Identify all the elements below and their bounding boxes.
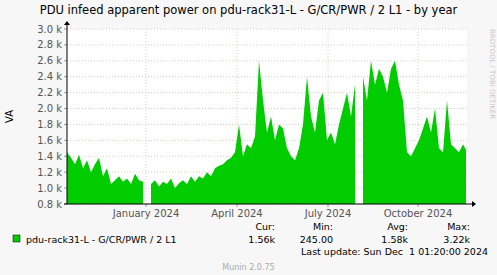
legend-stat-value: 1.56k — [248, 234, 275, 245]
plot-area — [67, 29, 467, 204]
y-tick-label: 2.4 k — [37, 71, 62, 82]
grid-line — [67, 60, 467, 61]
grid-line — [67, 108, 467, 109]
legend-stat-value: 1.58k — [381, 234, 408, 245]
y-tick-label: 1.2 k — [37, 167, 62, 178]
x-tick-label: July 2024 — [304, 208, 352, 219]
y-tick-label: 2.0 k — [37, 103, 62, 114]
axis-arrow — [64, 21, 70, 25]
grid-line — [67, 76, 467, 77]
grid-line — [67, 124, 467, 125]
title: PDU infeed apparent power on pdu-rack31-… — [40, 3, 458, 17]
legend-stat-header: Min: — [313, 221, 333, 232]
grid-line — [67, 29, 467, 30]
legend-swatch — [13, 235, 20, 242]
last-update: Last update: Sun Dec 1 01:20:00 2024 — [301, 246, 488, 257]
y-tick-label: 1.6 k — [37, 135, 62, 146]
footer: Munin 2.0.75 — [222, 263, 274, 272]
legend-stat-header: Max: — [447, 221, 470, 232]
y-tick-label: 1.0 k — [37, 183, 62, 194]
chart: PDU infeed apparent power on pdu-rack31-… — [0, 0, 497, 275]
watermark: RRDTOOL / TOBI OETIKER — [488, 29, 496, 119]
x-axis — [64, 204, 472, 205]
series-group — [67, 61, 466, 204]
grid-line — [67, 92, 467, 93]
axis-arrow — [472, 201, 476, 207]
legend-label: pdu-rack31-L - G/CR/PWR / 2 L1 — [26, 234, 177, 245]
y-tick-label: 2.6 k — [37, 55, 62, 66]
legend-stat-header: Cur: — [255, 221, 275, 232]
grid-line — [146, 29, 147, 204]
legend-stat-value: 3.22k — [443, 234, 470, 245]
y-tick-label: 1.8 k — [37, 119, 62, 130]
background — [0, 0, 497, 275]
y-tick-label: 2.8 k — [37, 39, 62, 50]
y-tick-label: 3.0 k — [37, 24, 62, 35]
y-axis-label: VA — [4, 110, 15, 123]
area — [67, 61, 466, 204]
y-tick-label: 0.8 k — [37, 199, 62, 210]
legend-stat-header: Avg: — [387, 221, 408, 232]
x-tick-label: October 2024 — [384, 208, 453, 219]
legend-stat-value: 245.00 — [300, 234, 333, 245]
y-axis — [67, 25, 68, 204]
y-tick-label: 2.2 k — [37, 87, 62, 98]
y-tick-label: 1.4 k — [37, 151, 62, 162]
grid-line — [67, 44, 467, 45]
x-tick-label: April 2024 — [211, 208, 262, 219]
x-tick-label: January 2024 — [112, 208, 180, 219]
